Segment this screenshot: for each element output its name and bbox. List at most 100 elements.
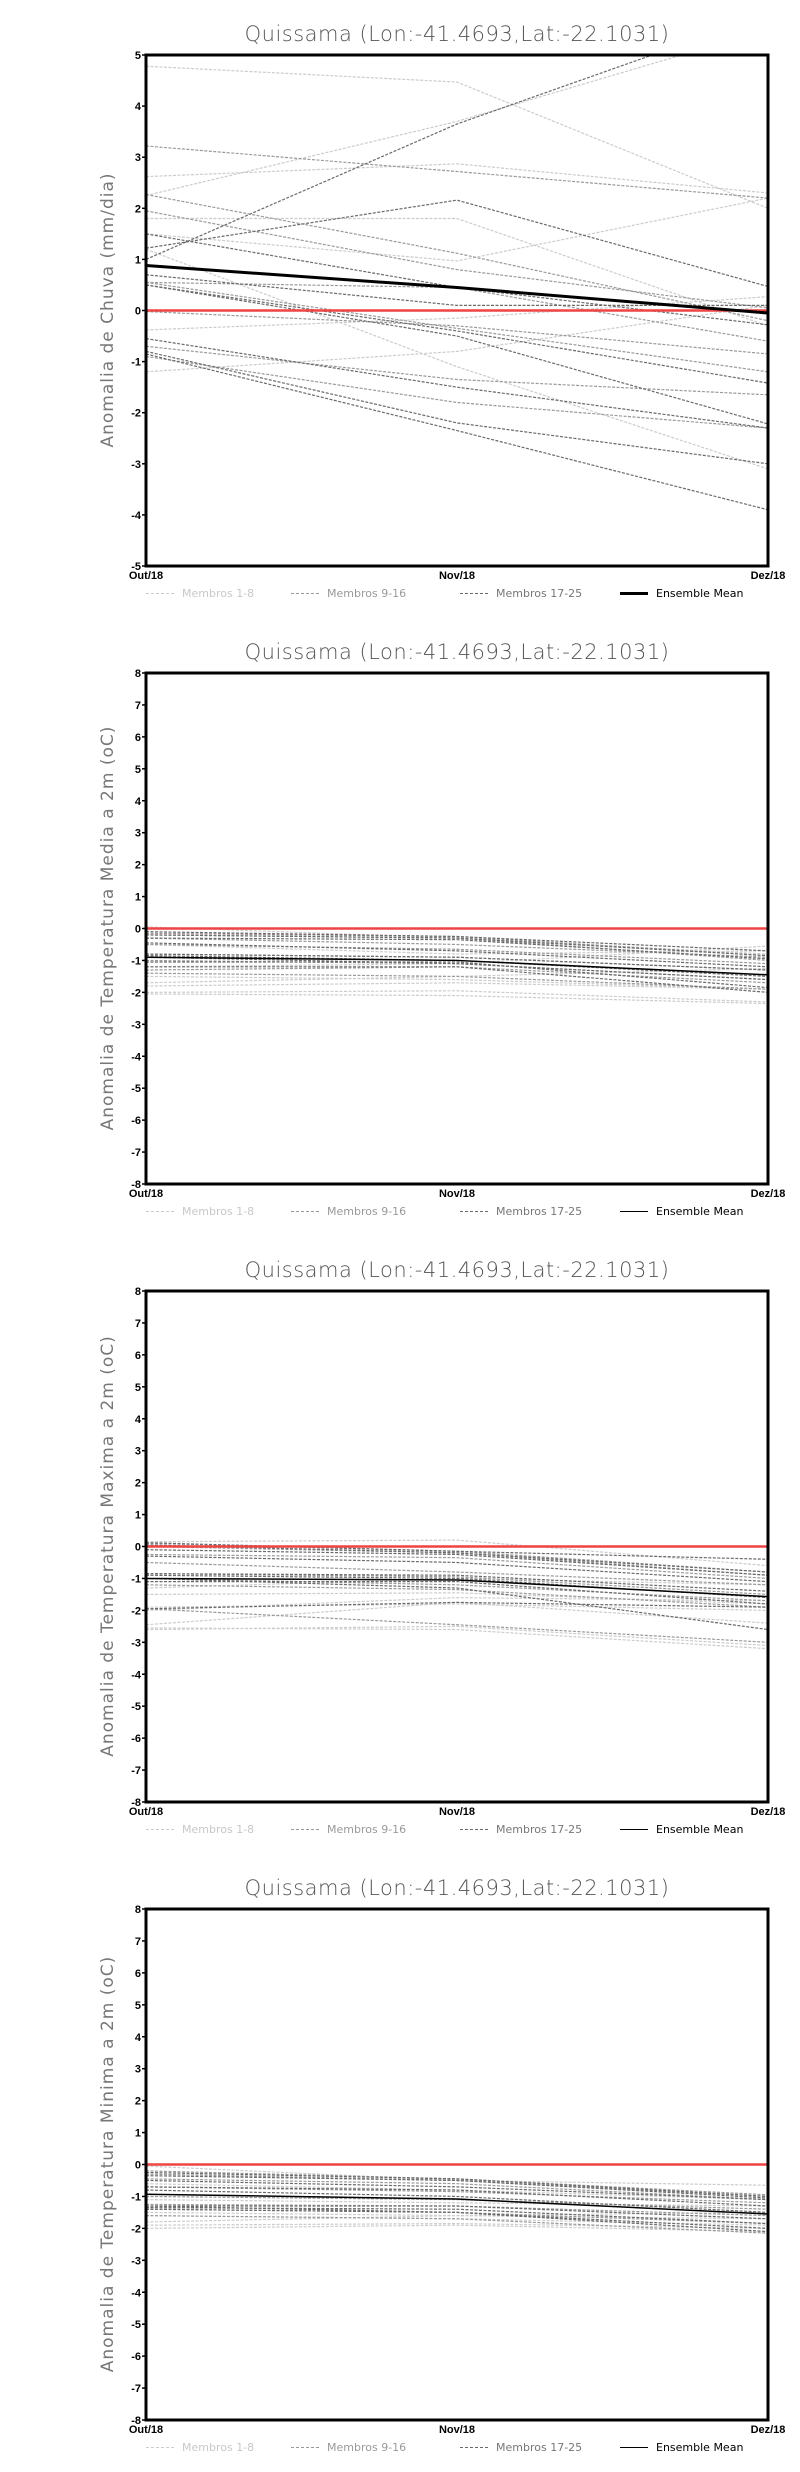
member-1-8-line <box>146 2224 768 2233</box>
y-tick-label: -5 <box>131 2319 141 2331</box>
x-tick-label: Nov/18 <box>439 1188 475 1200</box>
legend-line-swatch <box>620 592 648 595</box>
y-tick-label: 0 <box>135 924 141 936</box>
legend-item: Membros 17-25 <box>460 587 582 600</box>
y-tick-label: -6 <box>131 1733 141 1745</box>
chart-4: Quissama (Lon:-41.4693,Lat:-22.1031) Anom… <box>0 1854 800 2472</box>
legend-item: Ensemble Mean <box>620 2441 743 2454</box>
y-tick-label: 6 <box>135 1968 141 1980</box>
member-17-25-line <box>146 2186 768 2207</box>
member-9-16-line <box>146 281 768 373</box>
legend-line-swatch <box>460 593 488 594</box>
y-tick-label: 4 <box>135 796 142 808</box>
x-tick-label: Dez/18 <box>751 1806 786 1818</box>
member-9-16-line <box>146 310 768 355</box>
y-tick-label: -6 <box>131 1115 141 1127</box>
member-9-16-line <box>146 2208 768 2225</box>
member-17-25-line <box>146 2205 768 2220</box>
legend-item: Ensemble Mean <box>620 1205 743 1218</box>
plot-area: -8 -7 -6 -5 -4 -3 -2 -1 0 1 2 3 4 5 6 7 8 Out/18 Nov/18 Dez… <box>129 1286 786 1818</box>
y-tick-label: -5 <box>131 1701 141 1713</box>
member-17-25-line <box>146 284 768 425</box>
member-17-25-line <box>146 931 768 952</box>
member-9-16-line <box>146 1553 768 1580</box>
member-9-16-line <box>146 972 768 990</box>
member-17-25-line <box>146 1577 768 1631</box>
legend-label: Ensemble Mean <box>656 1205 744 1218</box>
y-tick-label: 7 <box>135 700 141 712</box>
member-17-25-line <box>146 2208 768 2233</box>
member-17-25-line <box>146 350 768 465</box>
member-1-8-line <box>146 982 768 990</box>
x-tick-label: Nov/18 <box>439 570 475 582</box>
y-tick-label: -1 <box>131 1573 141 1585</box>
legend-item: Membros 1-8 <box>146 2441 254 2454</box>
member-17-25-line <box>146 1573 768 1592</box>
y-tick-label: 1 <box>135 2128 141 2140</box>
y-tick-label: -1 <box>131 357 141 369</box>
legend-item: Membros 1-8 <box>146 1205 254 1218</box>
member-17-25-line <box>146 1549 768 1576</box>
y-tick-label: -2 <box>131 408 141 420</box>
member-17-25-line <box>146 1555 768 1583</box>
legend: Membros 1-8 Membros 9-16 Membros 17-25 Ense… <box>0 587 800 603</box>
y-tick-label: 1 <box>135 892 141 904</box>
y-tick-label: -2 <box>131 1605 141 1617</box>
y-tick-label: 8 <box>135 1904 141 1916</box>
legend-label: Membros 17-25 <box>496 2441 583 2454</box>
y-tick-label: -6 <box>131 2351 141 2363</box>
member-17-25-line <box>146 338 768 429</box>
member-17-25-line <box>146 953 768 971</box>
legend-line-swatch <box>620 1829 648 1830</box>
member-17-25-line <box>146 942 768 968</box>
y-tick-label: 8 <box>135 668 141 680</box>
plot-area: -8 -7 -6 -5 -4 -3 -2 -1 0 1 2 3 4 5 6 7 8 Out/18 Nov/18 Dez… <box>129 1904 786 2436</box>
legend-line-swatch <box>460 1211 488 1212</box>
member-17-25-line <box>146 2189 768 2214</box>
y-tick-label: 7 <box>135 1318 141 1330</box>
member-1-8-line <box>146 1603 768 1611</box>
y-tick-label: -8 <box>131 1179 141 1191</box>
y-tick-label: -2 <box>131 987 141 999</box>
legend-label: Membros 1-8 <box>182 587 255 600</box>
legend-label: Membros 1-8 <box>182 1205 255 1218</box>
y-tick-label: 8 <box>135 1286 141 1298</box>
legend-label: Membros 9-16 <box>327 2441 407 2454</box>
y-tick-label: -4 <box>131 510 142 522</box>
y-tick-label: 1 <box>135 254 141 266</box>
member-9-16-line <box>146 193 768 322</box>
member-17-25-line <box>146 937 768 960</box>
legend-item: Membros 1-8 <box>146 587 254 600</box>
y-tick-label: 5 <box>135 2000 141 2012</box>
y-tick-label: 7 <box>135 1936 141 1948</box>
y-tick-label: 2 <box>135 860 141 872</box>
y-tick-label: -4 <box>131 2287 142 2299</box>
legend: Membros 1-8 Membros 9-16 Membros 17-25 Ense… <box>0 1205 800 1221</box>
chart-title: Quissama (Lon:-41.4693,Lat:-22.1031) <box>244 640 670 664</box>
legend-label: Membros 17-25 <box>496 587 583 600</box>
y-tick-label: 6 <box>135 732 141 744</box>
y-tick-label: 5 <box>135 764 141 776</box>
member-9-16-line <box>146 1577 768 1602</box>
x-tick-label: Out/18 <box>129 1188 163 1200</box>
plot-area: -8 -7 -6 -5 -4 -3 -2 -1 0 1 2 3 4 5 6 7 8 Out/18 Nov/18 Dez… <box>129 668 786 1200</box>
legend-item: Ensemble Mean <box>620 1823 743 1836</box>
y-tick-label: 3 <box>135 2064 141 2076</box>
y-tick-label: -3 <box>131 1637 141 1649</box>
y-tick-label: 4 <box>135 2032 142 2044</box>
member-9-16-line <box>146 934 768 962</box>
member-1-8-line <box>146 197 768 262</box>
y-tick-label: 3 <box>135 152 141 164</box>
y-tick-label: -2 <box>131 2223 141 2235</box>
member-17-25-line <box>146 199 768 288</box>
chart-title: Quissama (Lon:-41.4693,Lat:-22.1031) <box>244 1876 670 1900</box>
y-tick-label: -1 <box>131 2191 141 2203</box>
ensemble-mean-line <box>146 2193 768 2215</box>
legend-item: Membros 9-16 <box>291 2441 406 2454</box>
member-17-25-line <box>146 966 768 993</box>
y-tick-label: 0 <box>135 2160 141 2172</box>
legend-label: Ensemble Mean <box>656 2441 744 2454</box>
x-tick-label: Dez/18 <box>751 1188 786 1200</box>
y-tick-label: -7 <box>131 1765 141 1777</box>
member-17-25-line <box>146 1542 768 1560</box>
